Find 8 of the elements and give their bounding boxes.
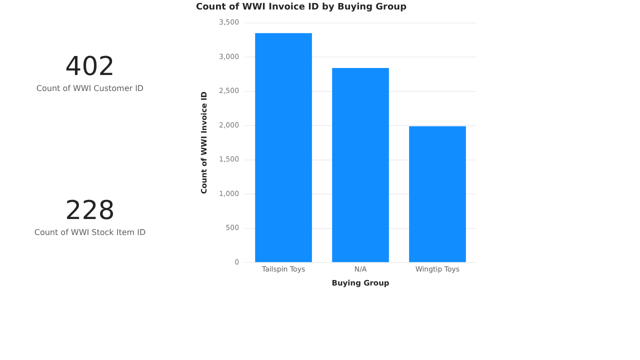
data-label: 228 bbox=[64, 196, 116, 226]
category-label: Count of WWI Stock Item ID bbox=[33, 228, 147, 237]
chart-title: Count of WWI Invoice ID by Buying Group bbox=[196, 2, 408, 13]
bar bbox=[255, 33, 312, 262]
bar bbox=[332, 68, 389, 262]
bar bbox=[409, 126, 466, 262]
data-label: 402 bbox=[64, 52, 116, 82]
category-label: Count of WWI Customer ID bbox=[35, 84, 145, 93]
